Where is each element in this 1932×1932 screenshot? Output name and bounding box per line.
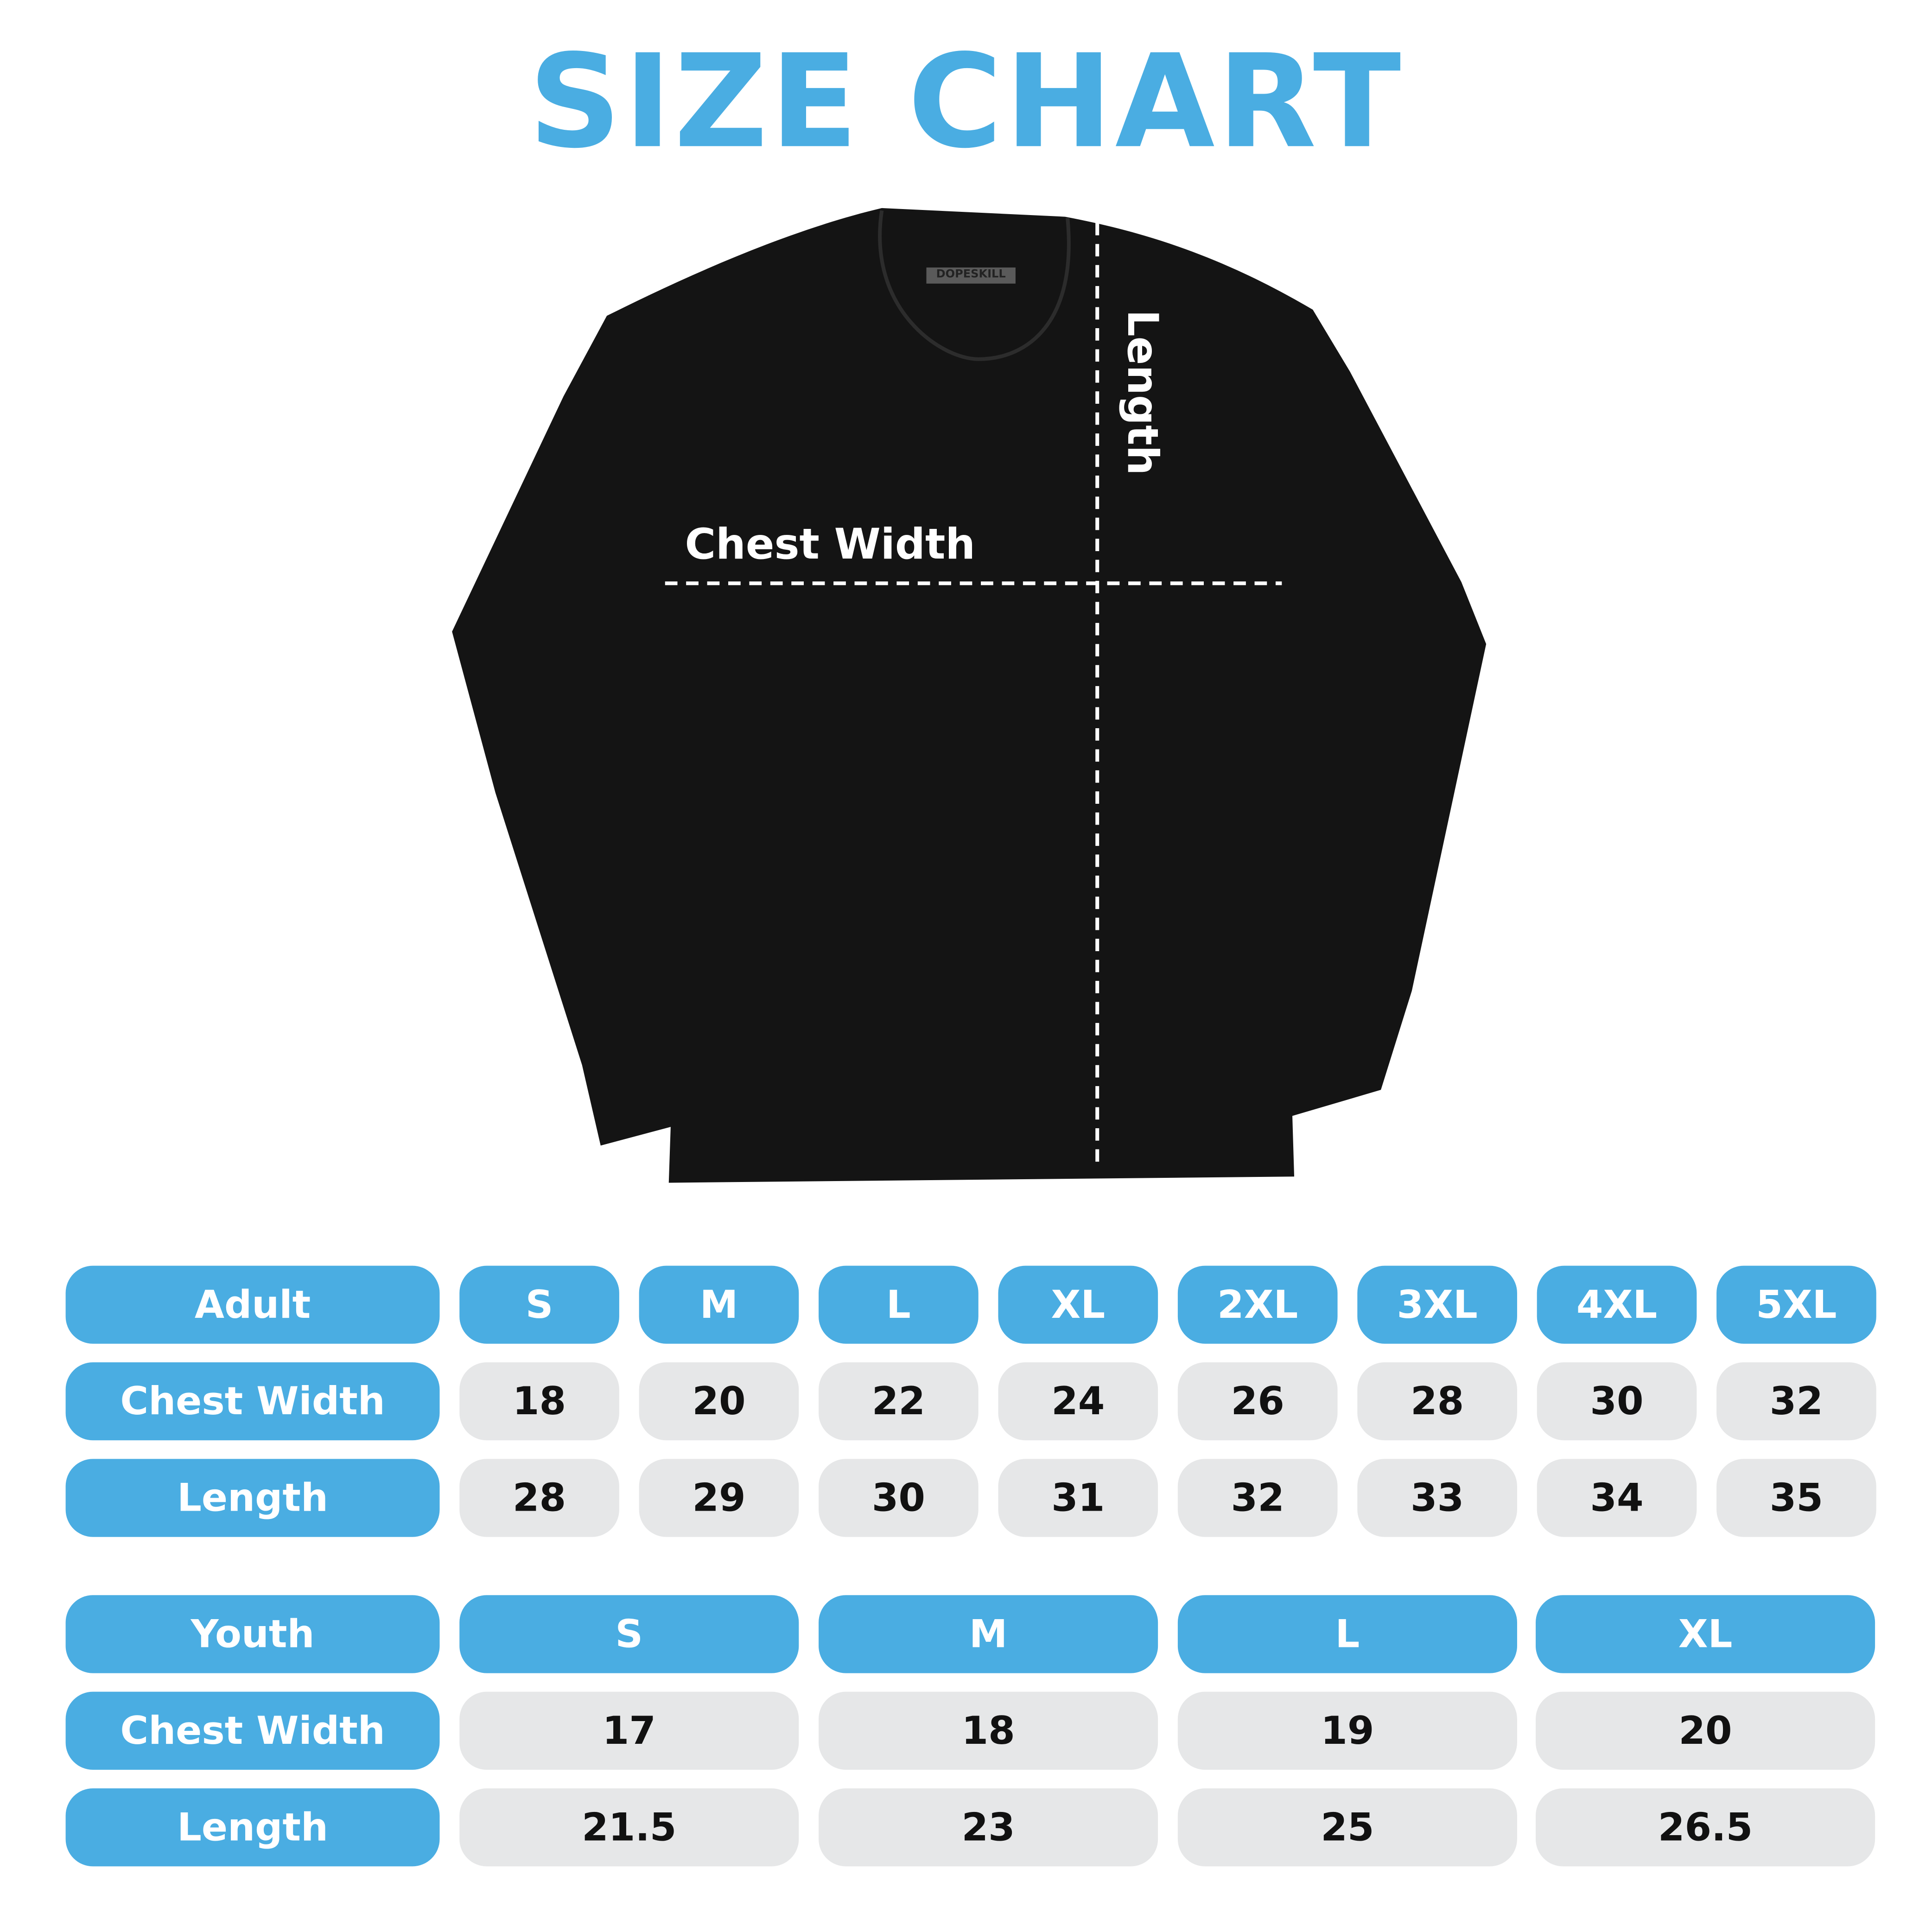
youth-size-xl: XL xyxy=(1536,1595,1875,1673)
adult-value-cell: 22 xyxy=(819,1362,979,1441)
shirt-illustration xyxy=(452,208,1487,1183)
youth-value-cell: 17 xyxy=(459,1691,799,1770)
adult-size-l: L xyxy=(819,1265,979,1344)
adult-value-cell: 28 xyxy=(459,1459,619,1537)
adult-size-3xl: 3XL xyxy=(1357,1265,1517,1344)
youth-size-m: M xyxy=(819,1595,1158,1673)
adult-size-5xl: 5XL xyxy=(1716,1265,1876,1344)
adult-value-cell: 20 xyxy=(639,1362,799,1441)
shirt-silhouette xyxy=(452,208,1487,1183)
adult-row-label: Length xyxy=(65,1459,440,1537)
adult-size-m: M xyxy=(639,1265,799,1344)
adult-value-cell: 29 xyxy=(639,1459,799,1537)
adult-value-cell: 32 xyxy=(1177,1459,1338,1537)
youth-value-cell: 20 xyxy=(1536,1691,1875,1770)
youth-value-cell: 25 xyxy=(1177,1788,1517,1867)
length-label: Length xyxy=(1117,309,1167,476)
adult-size-2xl: 2XL xyxy=(1177,1265,1338,1344)
youth-value-cell: 26.5 xyxy=(1536,1788,1875,1867)
adult-row-label: Chest Width xyxy=(65,1362,440,1441)
adult-value-cell: 24 xyxy=(998,1362,1158,1441)
adult-value-cell: 18 xyxy=(459,1362,619,1441)
adult-value-cell: 33 xyxy=(1357,1459,1517,1537)
adult-size-xl: XL xyxy=(998,1265,1158,1344)
youth-header: Youth xyxy=(65,1595,440,1673)
adult-value-cell: 34 xyxy=(1537,1459,1697,1537)
adult-value-cell: 31 xyxy=(998,1459,1158,1537)
collar xyxy=(878,210,1071,361)
adult-size-4xl: 4XL xyxy=(1537,1265,1697,1344)
youth-value-cell: 21.5 xyxy=(459,1788,799,1867)
adult-size-s: S xyxy=(459,1265,619,1344)
youth-size-l: L xyxy=(1177,1595,1517,1673)
adult-value-cell: 26 xyxy=(1177,1362,1338,1441)
chest-width-label: Chest Width xyxy=(685,520,976,570)
youth-row-label: Chest Width xyxy=(65,1691,440,1770)
youth-value-cell: 19 xyxy=(1177,1691,1517,1770)
youth-value-cell: 23 xyxy=(819,1788,1158,1867)
brand-tag-logo: DOPESKILL xyxy=(926,267,1016,284)
page-title: SIZE CHART xyxy=(528,26,1404,178)
adult-value-cell: 32 xyxy=(1716,1362,1876,1441)
adult-value-cell: 28 xyxy=(1357,1362,1517,1441)
adult-header: Adult xyxy=(65,1265,440,1344)
youth-row-label: Length xyxy=(65,1788,440,1867)
adult-value-cell: 30 xyxy=(1537,1362,1697,1441)
youth-value-cell: 18 xyxy=(819,1691,1158,1770)
adult-value-cell: 30 xyxy=(819,1459,979,1537)
adult-value-cell: 35 xyxy=(1716,1459,1876,1537)
youth-size-s: S xyxy=(459,1595,799,1673)
